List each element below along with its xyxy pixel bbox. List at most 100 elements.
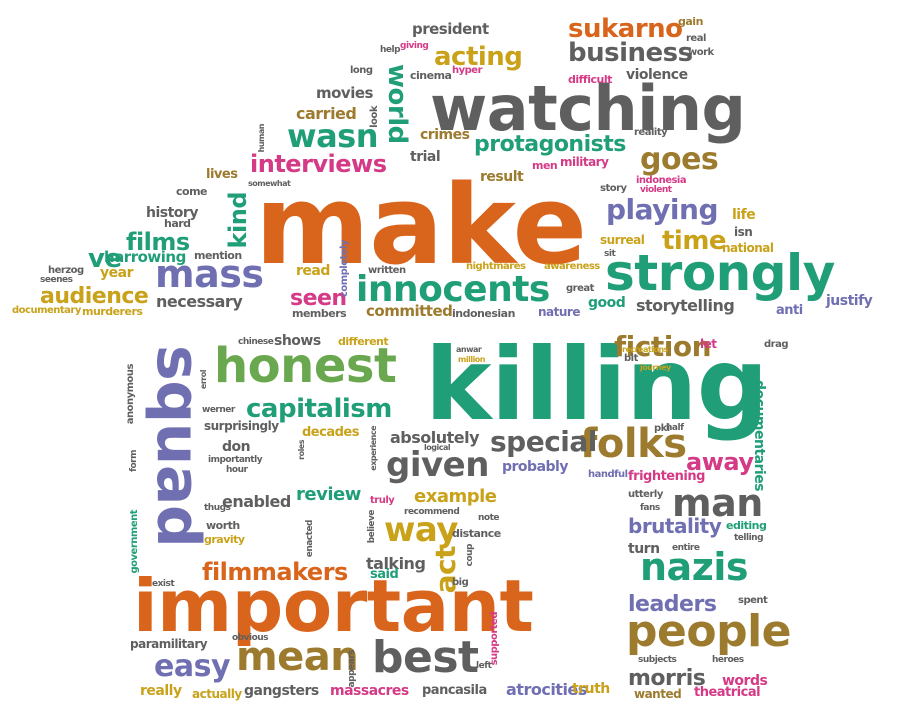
word-capitalism: capitalism (246, 394, 392, 424)
word-nazis: nazis (640, 545, 748, 589)
word-really: really (140, 683, 182, 699)
word-don: don (222, 439, 251, 455)
word-reality: reality (634, 127, 668, 138)
word-appears: appears (347, 650, 357, 688)
word-pki: pki (654, 423, 670, 434)
word-leaders: leaders (628, 592, 717, 617)
word-completely: completely (339, 240, 350, 298)
word-exist: exist (152, 579, 175, 589)
word-protagonists: protagonists (474, 132, 626, 157)
word-recommend: recommend (404, 507, 460, 517)
word-left: left (476, 661, 492, 671)
word-fiction: fiction (614, 330, 712, 363)
word-filmmakers: filmmakers (202, 558, 348, 586)
word-given: given (386, 445, 489, 485)
word-gain: gain (678, 15, 703, 28)
word-absolutely: absolutely (390, 428, 480, 447)
word-importantly: importantly (208, 455, 263, 465)
word-believe: believe (367, 510, 377, 544)
word-man: man (672, 481, 763, 525)
word-mention: mention (194, 249, 242, 262)
word-documentaries: documentaries (751, 380, 767, 492)
word-anti: anti (776, 303, 803, 318)
word-recreations: recreations (622, 345, 668, 354)
word-special: special (490, 425, 597, 458)
word-world: world (382, 64, 412, 144)
word-anwar: anwar (456, 345, 482, 354)
word-gravity: gravity (204, 533, 245, 546)
word-trial: trial (410, 149, 441, 165)
word-errol: errol (199, 370, 208, 390)
word-violence: violence (626, 67, 688, 83)
word-lives: lives (206, 167, 238, 182)
word-help: help (380, 45, 401, 55)
word-men: men (532, 159, 558, 172)
word-sit: sit (604, 249, 616, 259)
word-innocents: innocents (356, 269, 550, 310)
word-watching: watching (430, 72, 746, 145)
word-harrowing: harrowing (104, 248, 186, 266)
word-come: come (176, 185, 208, 198)
word-surprisingly: surprisingly (204, 419, 279, 433)
word-members: members (292, 307, 347, 320)
word-shows: shows (274, 333, 321, 349)
word-herzog: herzog (48, 265, 84, 276)
word-national: national (722, 241, 774, 255)
word-movies: movies (316, 84, 373, 102)
word-probably: probably (502, 459, 568, 475)
word-let: let (700, 337, 717, 351)
word-government: government (129, 510, 140, 574)
word-squad: squad (143, 345, 213, 548)
word-frightening: frightening (628, 469, 705, 484)
word-result: result (480, 169, 524, 185)
word-truth: truth (572, 681, 610, 697)
word-brutality: brutality (628, 514, 722, 538)
word-hour: hour (226, 465, 248, 475)
word-carried: carried (296, 104, 357, 123)
word-best: best (372, 632, 479, 683)
word-difficult: difficult (568, 73, 612, 86)
word-said: said (370, 567, 399, 582)
word-werner: werner (202, 405, 235, 415)
word-worth: worth (206, 519, 240, 532)
word-nightmares: nightmares (466, 261, 526, 272)
word-necessary: necessary (156, 292, 243, 311)
word-indonesian: indonesian (452, 307, 515, 320)
word-way: way (384, 510, 458, 550)
word-logical: logical (424, 443, 451, 452)
word-talking: talking (366, 554, 426, 573)
word-enabled: enabled (222, 492, 291, 511)
word-enacted: enacted (305, 520, 315, 558)
word-committed: committed (366, 302, 453, 320)
word-roles: roles (297, 440, 306, 460)
word-wasn: wasn (287, 117, 378, 155)
word-president: president (412, 20, 489, 38)
word-written: written (368, 265, 406, 276)
word-bit: bit (624, 353, 638, 364)
word-mean: mean (236, 634, 359, 680)
word-look: look (369, 106, 380, 128)
word-long: long (350, 65, 373, 76)
word-good: good (588, 295, 626, 311)
word-indonesia: indonesia (636, 175, 687, 186)
word-somewhat: somewhat (248, 179, 291, 188)
word-films: films (126, 228, 190, 256)
word-spent: spent (738, 595, 768, 606)
word-actually: actually (192, 687, 242, 701)
word-journey: journey (640, 363, 671, 372)
word-gangsters: gangsters (244, 683, 319, 699)
word-make: make (255, 161, 587, 289)
word-truly: truly (370, 495, 395, 506)
word-business: business (568, 38, 693, 68)
word-storytelling: storytelling (636, 296, 735, 315)
word-crimes: crimes (420, 127, 470, 143)
word-important: important (133, 564, 534, 648)
word-supported: supported (489, 612, 500, 666)
word-away: away (686, 448, 754, 476)
word-killing: killing (425, 326, 768, 443)
word-obvious: obvious (232, 633, 269, 643)
word-goes: goes (640, 142, 719, 177)
word-editing: editing (726, 519, 767, 532)
word-time: time (662, 226, 727, 256)
word-violent: violent (640, 185, 672, 195)
